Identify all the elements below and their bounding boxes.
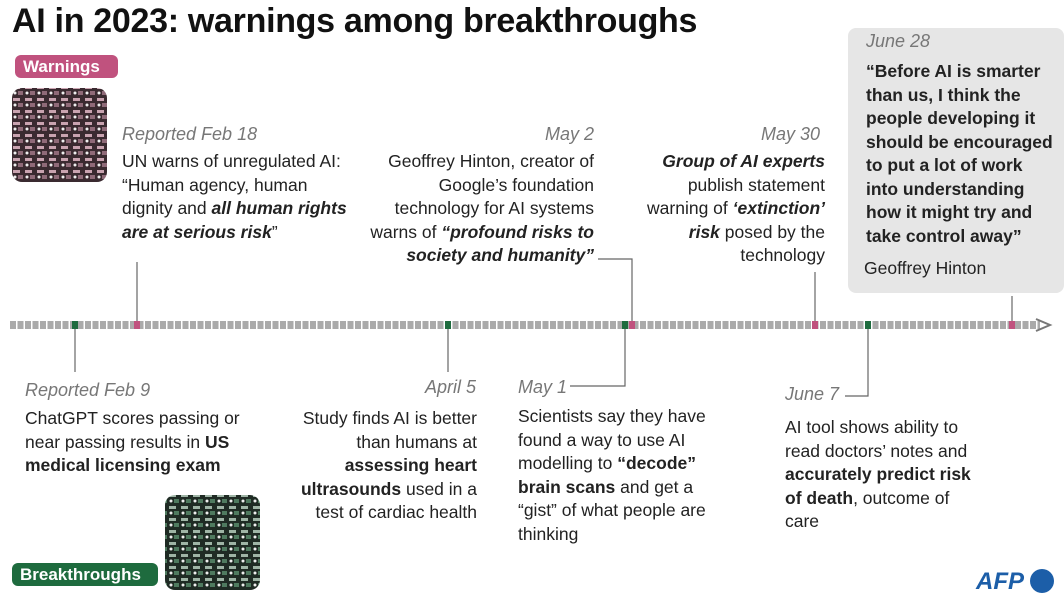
event-date: Reported Feb 18	[122, 124, 258, 144]
event-text: UN warns of unregulated AI: “Human agenc…	[122, 150, 362, 244]
event-text: Geoffrey Hinton, creator of Google’s fou…	[362, 150, 594, 268]
breakthrough-image	[165, 495, 260, 590]
text-run: ‘extinction’ risk	[688, 198, 825, 242]
text-run: accurately predict risk of death	[785, 464, 971, 508]
text-run: , outcome of care	[785, 487, 950, 532]
title: AI in 2023: warnings among breakthroughs	[12, 2, 698, 40]
breakthroughs-tag-bg	[12, 563, 158, 586]
event-date: June 7	[785, 384, 840, 404]
quote-text: “Before AI is smarter than us, I think t…	[866, 60, 1058, 248]
event-text: Study finds AI is better than humans at …	[284, 407, 477, 525]
quote-box	[848, 28, 1064, 293]
event-date: April 5	[424, 377, 476, 397]
text-run: Scientists say they have found a way to …	[518, 406, 706, 473]
text-run: ”	[271, 221, 278, 242]
text-run: ChatGPT scores passing or near passing r…	[25, 408, 240, 452]
text-run: “profound risks to society and humanity”	[406, 221, 594, 266]
warning-image	[12, 88, 107, 182]
text-run: posed by the technology	[719, 221, 825, 266]
source-logo: AFP	[976, 568, 1024, 595]
event-date: Reported Feb 9	[25, 380, 151, 400]
event-date: May 30	[760, 124, 820, 144]
event-text: ChatGPT scores passing or near passing r…	[25, 407, 255, 478]
event-text: AI tool shows ability to read doctors’ n…	[785, 416, 985, 534]
text-run: “Before AI is smarter than us, I think t…	[866, 61, 1053, 246]
text-run: Geoffrey Hinton, creator of Google’s fou…	[370, 151, 594, 242]
timeline-arrow	[1035, 318, 1053, 332]
event-text: Group of AI experts publish statement wa…	[640, 150, 825, 268]
warnings-tag: Warnings	[23, 57, 100, 76]
text-run: Group of AI experts	[662, 151, 825, 171]
text-run: all human rights are at serious risk	[122, 198, 347, 242]
logo-circle	[1030, 569, 1054, 593]
text-run: US medical licensing exam	[25, 431, 230, 476]
text-run: and get a “gist” of what people are thin…	[518, 476, 706, 544]
event-text: Scientists say they have found a way to …	[518, 405, 718, 546]
event-date: June 28	[866, 31, 931, 51]
text-run: AI tool shows ability to read doctors’ n…	[785, 417, 968, 461]
connectors	[74, 258, 1013, 397]
event-date: May 2	[544, 124, 594, 144]
markers	[72, 321, 1015, 329]
warnings-tag-bg	[15, 55, 118, 78]
text-run: used in a test of cardiac health	[315, 478, 477, 523]
text-run: UN warns of unregulated AI: “Human agenc…	[122, 151, 341, 218]
event-date: May 1	[518, 377, 568, 397]
text-run: “decode” brain scans	[518, 453, 697, 497]
quote-author: Geoffrey Hinton	[864, 258, 987, 278]
text-run: Study finds AI is better than humans at	[302, 408, 477, 452]
breakthroughs-tag: Breakthroughs	[20, 565, 141, 584]
text-run: assessing heart ultrasounds	[300, 455, 477, 499]
text-run: publish statement warning of	[647, 174, 825, 219]
